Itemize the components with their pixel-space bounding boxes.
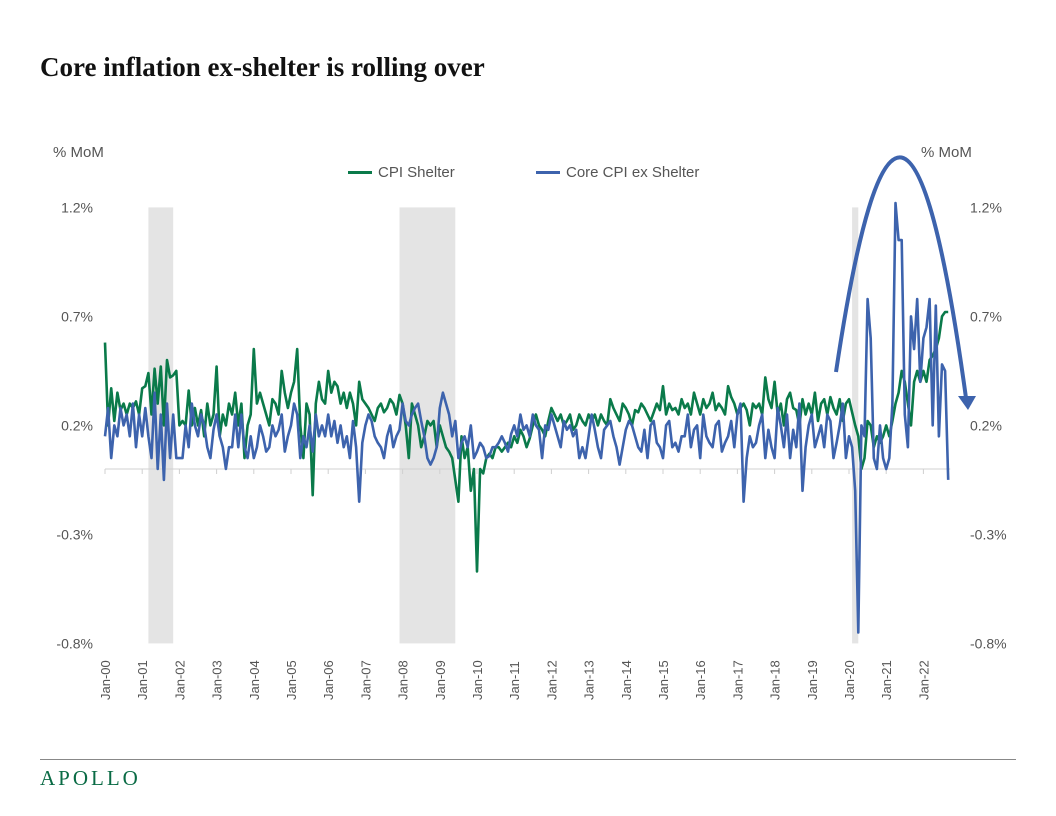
- legend-item-core-cpi-ex-shelter: Core CPI ex Shelter: [536, 164, 699, 181]
- x-tick-label: Jan-16: [693, 660, 708, 700]
- chart-title: Core inflation ex-shelter is rolling ove…: [40, 52, 485, 82]
- x-tick-label: Jan-15: [656, 660, 671, 700]
- left-axis-unit: % MoM: [53, 144, 104, 161]
- x-tick-label: Jan-10: [470, 660, 485, 700]
- x-tick-label: Jan-14: [619, 660, 634, 700]
- legend-label: Core CPI ex Shelter: [566, 164, 700, 181]
- y-tick-label-right: -0.8%: [970, 635, 1007, 651]
- footer-divider: [40, 759, 1016, 760]
- x-tick-label: Jan-20: [842, 660, 857, 700]
- x-tick-label: Jan-12: [544, 660, 559, 700]
- y-tick-label-right: 0.7%: [970, 308, 1002, 324]
- arrowhead-icon: [958, 396, 976, 410]
- x-tick-label: Jan-02: [172, 660, 187, 700]
- y-tick-label-left: 1.2%: [61, 199, 93, 215]
- x-tick-label: Jan-13: [582, 660, 597, 700]
- x-tick-label: Jan-01: [135, 660, 150, 700]
- legend-swatch-blue: [536, 171, 560, 174]
- right-axis-unit: % MoM: [921, 144, 972, 161]
- x-tick-label: Jan-18: [768, 660, 783, 700]
- y-tick-label-left: -0.3%: [56, 526, 93, 542]
- series-line-core-cpi-ex-shelter: [103, 201, 950, 634]
- y-tick-label-left: -0.8%: [56, 635, 93, 651]
- y-tick-label-right: 0.2%: [970, 417, 1002, 433]
- legend-swatch-green: [348, 171, 372, 174]
- x-tick-label: Jan-03: [210, 660, 225, 700]
- apollo-logo: APOLLO: [40, 766, 141, 790]
- annotation-arc-arrow: [834, 155, 968, 399]
- x-tick-label: Jan-11: [507, 661, 522, 700]
- x-tick-label: Jan-08: [396, 660, 411, 700]
- y-tick-label-right: -0.3%: [970, 526, 1007, 542]
- x-tick-label: Jan-06: [321, 660, 336, 700]
- x-tick-label: Jan-07: [358, 660, 373, 700]
- x-tick-label: Jan-09: [433, 660, 448, 700]
- y-tick-label-right: 1.2%: [970, 199, 1002, 215]
- x-tick-label: Jan-04: [247, 660, 262, 700]
- x-tick-label: Jan-21: [879, 660, 894, 700]
- x-tick-label: Jan-05: [284, 660, 299, 700]
- legend-item-cpi-shelter: CPI Shelter: [348, 164, 455, 181]
- y-tick-label-left: 0.2%: [61, 417, 93, 433]
- legend-label: CPI Shelter: [378, 164, 455, 181]
- x-tick-label: Jan-22: [916, 660, 931, 700]
- x-tick-label: Jan-19: [805, 660, 820, 700]
- x-tick-label: Jan-00: [98, 660, 113, 700]
- y-tick-label-left: 0.7%: [61, 308, 93, 324]
- x-tick-label: Jan-17: [730, 660, 745, 700]
